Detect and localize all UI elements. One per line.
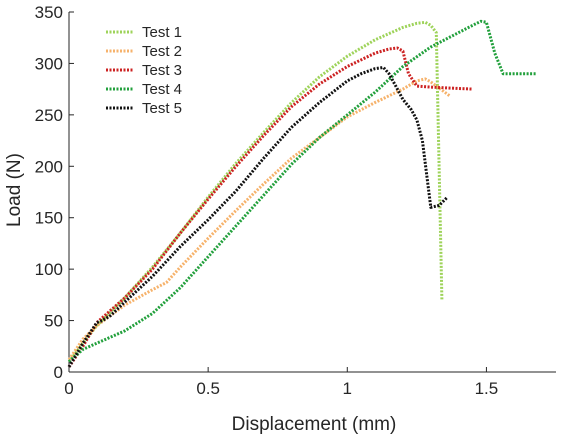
series-line-test-2 [67, 77, 452, 361]
y-tick-label: 200 [35, 157, 63, 176]
series-line-test-4 [68, 19, 537, 363]
series-layer [67, 19, 537, 368]
y-axis-label: Load (N) [4, 153, 25, 227]
y-tick-label: 350 [35, 3, 63, 22]
y-tick-label: 100 [35, 260, 63, 279]
legend-label-test-2: Test 2 [142, 43, 182, 60]
x-tick-label: 1 [343, 379, 352, 398]
y-tick-label: 0 [54, 363, 63, 382]
x-tick-label: 0.5 [196, 379, 220, 398]
series-line-test-5 [67, 66, 449, 368]
axes [68, 11, 556, 373]
legend: Test 1 Test 2 Test 3 Test 4 Test 5 [106, 24, 182, 117]
legend-label-test-5: Test 5 [142, 100, 182, 117]
y-tick-label: 300 [35, 54, 63, 73]
y-tick-label: 150 [35, 209, 63, 228]
legend-label-test-3: Test 3 [142, 62, 182, 79]
legend-label-test-1: Test 1 [142, 24, 182, 41]
legend-label-test-4: Test 4 [142, 81, 182, 98]
tick-labels: 0 0.5 1 1.5 0 50 100 150 200 250 300 350 [35, 3, 499, 398]
series-line-test-3 [67, 46, 473, 368]
x-tick-label: 0 [64, 379, 73, 398]
series-line-test-1 [67, 20, 444, 363]
y-tick-label: 50 [44, 312, 63, 331]
x-tick-label: 1.5 [475, 379, 499, 398]
y-tick-label: 250 [35, 106, 63, 125]
x-axis-label: Displacement (mm) [232, 414, 397, 435]
